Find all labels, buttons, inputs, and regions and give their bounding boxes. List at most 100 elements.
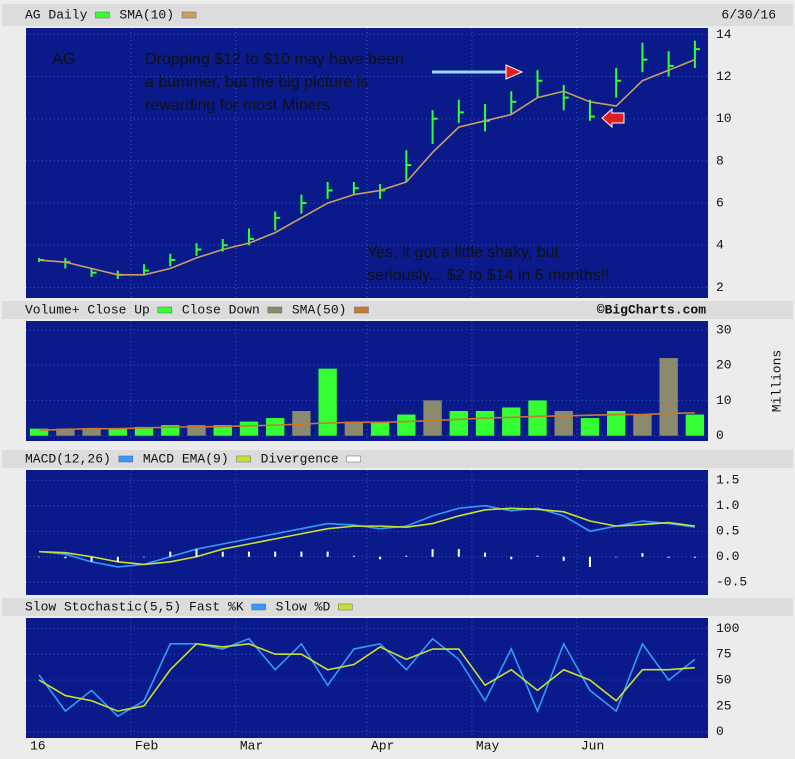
credit: ©BigCharts.com [597,302,706,317]
y-tick-label: 14 [716,27,732,42]
y-tick-label: 0.5 [716,524,739,539]
legend-swatch [118,455,134,463]
y-tick-label: 4 [716,238,724,253]
y-tick-label: 1.0 [716,498,739,513]
y-tick-label: 1.5 [716,473,739,488]
legend-swatch [346,455,361,463]
bar [247,551,250,557]
panel-title: Slow Stochastic(5,5) [25,599,181,614]
bar [667,556,670,558]
header-bar [2,301,793,319]
bar [633,414,652,436]
plot-area [26,470,708,595]
legend-label: AG Daily [25,7,88,22]
y-tick-label: 8 [716,153,724,168]
bar [370,421,390,436]
y-tick-label: 0.0 [716,549,739,564]
bar [274,551,277,557]
series-line [39,507,695,566]
header-bar [2,450,793,468]
annotation: Dropping $12 to $10 may have been [145,51,404,68]
bar [475,411,495,436]
legend-swatch [181,11,197,19]
x-tick-label: Apr [371,738,394,753]
bar [607,411,626,436]
x-tick-label: Mar [240,738,263,753]
bar [693,556,696,558]
annotation: a bummer, but the big picture is [145,74,368,91]
bar [685,414,705,436]
bar [64,556,67,559]
bar [82,428,101,436]
bar [562,556,565,561]
bar [38,556,41,558]
x-tick-label: Feb [135,738,158,753]
series-line [39,411,695,432]
bar [449,411,468,436]
bar [659,358,678,436]
x-tick-label: 16 [30,738,46,753]
bar [344,421,364,436]
legend-label: Slow %D [276,599,331,614]
bar [318,368,337,436]
arrow-head [505,64,524,80]
bar [536,555,539,557]
bar [352,555,355,557]
bar [510,556,513,560]
y-tick-label: 0 [716,428,724,443]
bar [221,551,224,557]
legend-swatch [157,306,173,314]
y-tick-label: 100 [716,621,739,636]
legend-swatch [95,11,110,19]
legend-swatch [354,306,369,314]
bar [195,549,198,557]
y-tick-label: 0 [716,724,724,739]
bar [379,556,382,560]
bar [300,551,303,557]
legend-label: MACD(12,26) [25,451,111,466]
bar [29,428,49,436]
bar [405,555,408,557]
bar [169,551,172,557]
bar [56,428,75,436]
y-tick-label: 6 [716,196,724,211]
bar [502,407,521,436]
bar [615,556,618,558]
bar [239,421,259,436]
bar [528,400,547,436]
bar [161,425,180,436]
y-tick-label: 20 [716,358,732,373]
series-line [38,643,695,712]
bar [213,425,232,436]
bar [397,414,416,436]
annotation: Yes, it got a little shaky, but [367,244,560,261]
bar [554,411,573,436]
bar [143,556,146,558]
legend-swatch [338,603,353,611]
y-tick-label: 75 [716,647,732,662]
x-tick-label: May [476,738,500,753]
bar [588,556,591,567]
series-line [38,637,696,718]
y-tick-label: 2 [716,280,724,295]
y-tick-label: 50 [716,673,732,688]
legend-label: SMA(50) [292,302,347,317]
bar [423,400,442,436]
series-line [39,58,696,276]
y-tick-label: 10 [716,393,732,408]
bar [266,418,285,436]
header-bar [2,4,793,26]
bar [431,549,434,557]
y-tick-label: 25 [716,698,732,713]
y-axis-label: Millions [769,350,784,412]
bar [457,549,460,557]
legend-label: Fast %K [189,599,244,614]
legend-swatch [267,306,283,314]
header-bar [2,598,793,616]
legend-label: Volume+ Close Up [25,302,150,317]
annotation: seriously... $2 to $14 in 6 months!! [367,267,610,284]
bar [641,553,644,557]
bar [187,425,206,436]
legend-swatch [236,455,251,463]
